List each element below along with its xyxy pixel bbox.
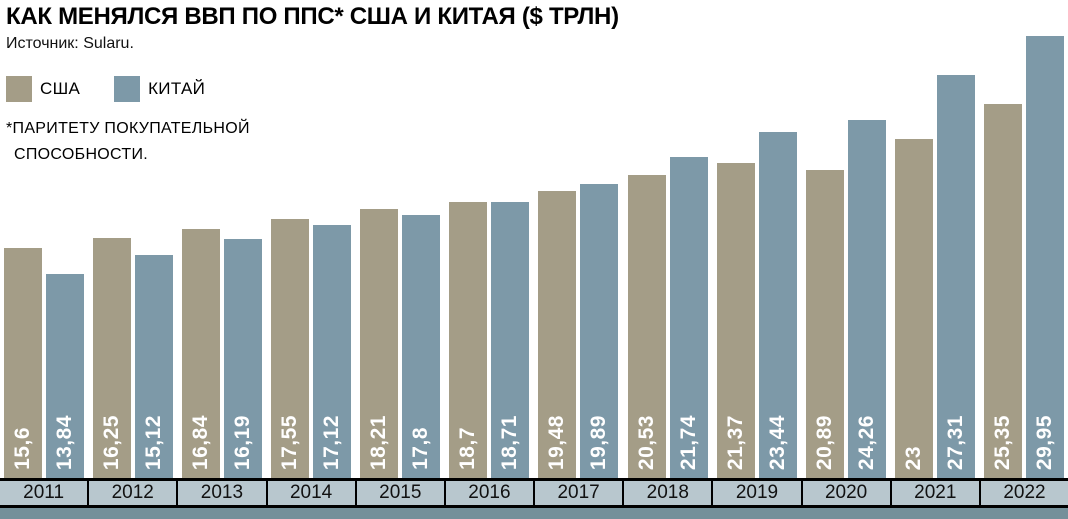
bar-china-2014: 17,12: [313, 225, 352, 478]
year-label-2014: 2014: [268, 481, 357, 505]
bar-china-2012: 15,12: [135, 255, 174, 478]
bar-value-label: 17,12: [320, 414, 344, 470]
chart-title: КАК МЕНЯЛСЯ ВВП ПО ППС* США И КИТАЯ ($ Т…: [6, 3, 619, 30]
year-label-2022: 2022: [1003, 482, 1046, 503]
bar-group-2015: 18,21 17,8: [360, 209, 441, 478]
bottom-strip: [0, 508, 1068, 519]
legend-label-usa: США: [40, 79, 81, 98]
bar-value-label: 23,44: [765, 414, 789, 470]
legend-item-china: КИТАЙ: [114, 76, 205, 102]
bar-group-2020: 20,89 24,26: [805, 120, 886, 478]
usa-color-swatch: [6, 76, 32, 102]
legend: США КИТАЙ: [6, 76, 619, 102]
footnote-line-1: *ПАРИТЕТУ ПОКУПАТЕЛЬНОЙ: [6, 120, 250, 137]
bar-value-label: 16,19: [231, 414, 255, 470]
source-caption: Источник: Sularu.: [6, 35, 134, 52]
bar-value-label: 16,84: [189, 414, 213, 470]
year-label-2017: 2017: [535, 481, 625, 505]
bar-group-2016: 18,7 18,71: [449, 202, 530, 478]
bar-value-label: 27,31: [943, 414, 967, 470]
bar-value-label: 20,89: [812, 414, 836, 470]
year-label-2020: 2020: [803, 481, 892, 505]
bar-usa-2018: 20,53: [627, 175, 666, 478]
year-label-2019: 2019: [713, 481, 803, 505]
bar-usa-2019: 21,37: [716, 163, 755, 478]
year-label-2015: 2015: [357, 481, 446, 505]
bar-group-2021: 23 27,31: [894, 75, 975, 478]
bar-china-2022: 29,95: [1025, 36, 1064, 478]
bar-group-2018: 20,53 21,74: [627, 157, 708, 478]
bar-china-2013: 16,19: [224, 239, 263, 478]
bar-group-2013: 16,84 16,19: [182, 229, 263, 478]
bar-value-label: 15,6: [11, 427, 34, 470]
year-label-2016: 2016: [446, 481, 536, 505]
bar-value-label: 20,53: [634, 414, 658, 470]
footnote: *ПАРИТЕТУ ПОКУПАТЕЛЬНОЙ СПОСОБНОСТИ.: [6, 116, 619, 168]
bar-value-label: 25,35: [990, 414, 1014, 470]
bar-group-2017: 19,48 19,89: [538, 184, 619, 478]
year-label-2021: 2021: [892, 481, 981, 505]
bar-usa-2013: 16,84: [182, 229, 221, 478]
bar-usa-2015: 18,21: [360, 209, 399, 478]
bar-china-2016: 18,71: [491, 202, 530, 478]
bar-china-2021: 27,31: [936, 75, 975, 478]
bar-value-label: 24,26: [854, 414, 878, 470]
bar-group-2022: 25,35 29,95: [983, 36, 1064, 478]
bar-value-label: 17,55: [278, 414, 302, 470]
bar-value-label: 18,71: [498, 414, 522, 470]
legend-item-usa: США: [6, 76, 80, 102]
bar-value-label: 19,48: [545, 414, 569, 470]
bar-group-2019: 21,37 23,44: [716, 132, 797, 478]
legend-label-china: КИТАЙ: [148, 79, 206, 98]
bar-value-label: 19,89: [587, 414, 611, 470]
bar-value-label: 13,84: [53, 414, 76, 470]
footnote-line-2: СПОСОБНОСТИ.: [14, 146, 148, 163]
bar-usa-2016: 18,7: [449, 202, 488, 478]
bar-value-label: 21,37: [723, 414, 747, 470]
china-color-swatch: [114, 76, 141, 102]
bar-usa-2020: 20,89: [805, 170, 844, 478]
year-label-2013: 2013: [178, 481, 268, 505]
year-label-2011: 2011: [0, 481, 90, 505]
x-axis: 2011 2012 2013 2014 2015 2016 2017 2018 2019 2020…: [0, 478, 1068, 508]
bar-group-2014: 17,55 17,12: [271, 219, 352, 478]
bar-value-label: 23: [901, 445, 925, 470]
bar-value-label: 16,25: [100, 414, 124, 470]
bar-china-2018: 21,74: [669, 157, 708, 478]
year-label-2018: 2018: [624, 481, 714, 505]
bar-usa-2017: 19,48: [538, 191, 577, 478]
bar-china-2011: 13,84: [46, 274, 84, 478]
bar-usa-2012: 16,25: [93, 238, 132, 478]
bar-usa-2022: 25,35: [983, 104, 1022, 478]
bar-usa-2021: 23: [894, 139, 933, 478]
bar-value-label: 15,12: [142, 414, 166, 470]
bar-china-2017: 19,89: [580, 184, 619, 478]
year-label-2012: 2012: [89, 481, 179, 505]
bar-value-label: 18,21: [367, 414, 391, 470]
bar-usa-2014: 17,55: [271, 219, 310, 478]
bar-group-2011: 15,6 13,84: [4, 248, 84, 478]
plot-area: 15,6 13,84 16,25 15,12 16,84 16,19 17,55 17,12 1…: [4, 0, 1064, 478]
bar-china-2020: 24,26: [847, 120, 886, 478]
bar-value-label: 18,7: [456, 427, 480, 470]
bar-value-label: 29,95: [1032, 414, 1056, 470]
bar-value-label: 21,74: [676, 414, 700, 470]
bar-usa-2011: 15,6: [4, 248, 42, 478]
bar-value-label: 17,8: [409, 427, 433, 470]
chart-header: КАК МЕНЯЛСЯ ВВП ПО ППС* США И КИТАЯ ($ Т…: [6, 3, 619, 168]
bar-group-2012: 16,25 15,12: [93, 238, 174, 478]
bar-china-2015: 17,8: [402, 215, 441, 478]
bar-china-2019: 23,44: [758, 132, 797, 478]
